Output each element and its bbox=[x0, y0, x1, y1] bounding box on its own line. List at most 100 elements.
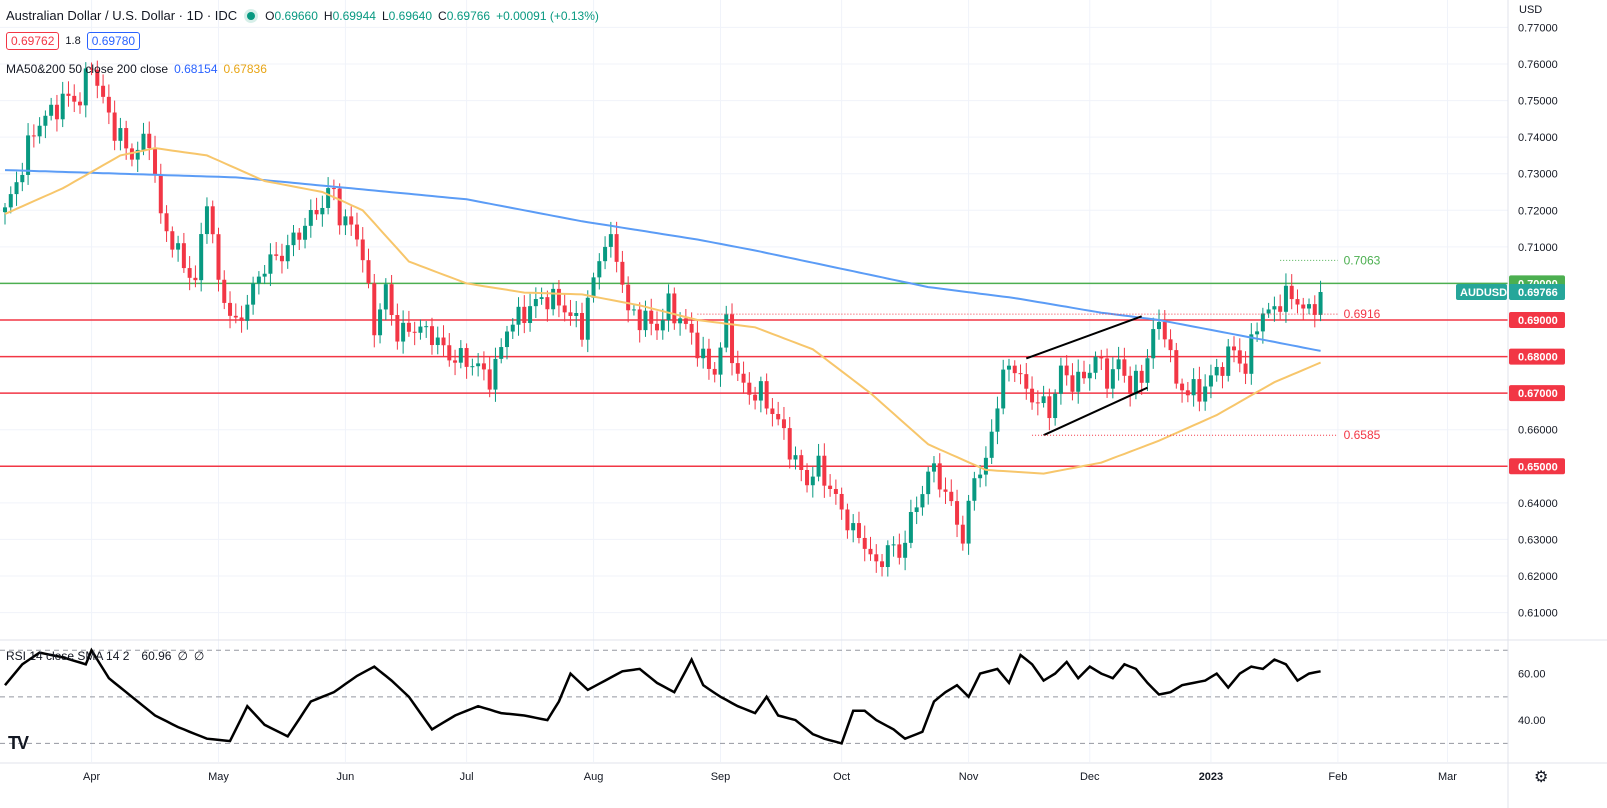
sell-button[interactable]: 0.69762 bbox=[6, 32, 60, 50]
x-tick-label: Jul bbox=[460, 771, 474, 783]
candle-body bbox=[1214, 366, 1219, 376]
candle-body bbox=[1081, 371, 1086, 379]
candle-body bbox=[395, 315, 400, 342]
ma200-value: 0.68154 bbox=[174, 62, 218, 76]
candle-body bbox=[643, 310, 648, 331]
candle-body bbox=[1151, 329, 1156, 359]
candle-body bbox=[931, 463, 936, 472]
candle-body bbox=[562, 305, 567, 313]
candle-body bbox=[1197, 379, 1202, 402]
buy-button[interactable]: 0.69780 bbox=[86, 32, 141, 50]
candlestick-series bbox=[3, 60, 1323, 577]
x-tick-label: Apr bbox=[83, 771, 100, 783]
y-tick-label: 0.63000 bbox=[1518, 534, 1558, 546]
candle-body bbox=[816, 455, 821, 477]
rsi-value: 60.96 bbox=[141, 649, 172, 663]
candle-body bbox=[1012, 365, 1017, 374]
drawings: 0.7063 0.6916 0.6585 bbox=[697, 253, 1381, 442]
candle-body bbox=[418, 326, 423, 333]
ma-indicator-label[interactable]: MA50&200 50 close 200 close bbox=[6, 62, 169, 76]
candle-body bbox=[608, 234, 613, 247]
ma50-value: 0.67836 bbox=[223, 62, 267, 76]
candle-body bbox=[666, 293, 671, 321]
x-tick-label: Sep bbox=[711, 771, 731, 783]
candle-body bbox=[8, 194, 13, 208]
candle-body bbox=[1232, 346, 1237, 351]
low-value: 0.69640 bbox=[388, 8, 433, 23]
candle-body bbox=[256, 276, 261, 284]
candle-body bbox=[181, 243, 186, 269]
change-value: +0.00091 (+0.13%) bbox=[496, 8, 599, 23]
x-tick-label: Feb bbox=[1328, 771, 1347, 783]
candle-body bbox=[545, 297, 550, 310]
x-tick-label: Aug bbox=[584, 771, 604, 783]
candle-body bbox=[153, 148, 158, 175]
candle-body bbox=[476, 363, 481, 367]
candle-body bbox=[118, 128, 123, 141]
candle-body bbox=[522, 306, 527, 324]
candle-body bbox=[597, 261, 602, 278]
rsi-pane bbox=[0, 639, 1607, 745]
candle-body bbox=[856, 523, 861, 538]
candle-body bbox=[303, 225, 308, 240]
gear-icon[interactable]: ⚙ bbox=[1534, 769, 1549, 786]
candle-body bbox=[372, 283, 377, 336]
candle-body bbox=[487, 369, 492, 390]
candle-body bbox=[1076, 371, 1081, 392]
candle-body bbox=[724, 314, 729, 348]
candle-body bbox=[776, 414, 781, 420]
candle-body bbox=[1318, 291, 1323, 315]
candle-body bbox=[193, 277, 198, 281]
candle-body bbox=[655, 323, 660, 331]
candle-body bbox=[54, 104, 59, 120]
candle-body bbox=[891, 544, 896, 546]
candle-body bbox=[983, 457, 988, 475]
candle-body bbox=[470, 366, 475, 368]
candle-body bbox=[1260, 313, 1265, 332]
candle-body bbox=[112, 112, 117, 141]
candle-body bbox=[1047, 396, 1052, 419]
candle-body bbox=[730, 314, 735, 364]
currency-selector[interactable]: USD bbox=[1519, 4, 1543, 16]
candle-body bbox=[366, 260, 371, 284]
symbol-title[interactable]: Australian Dollar / U.S. Dollar · 1D · I… bbox=[6, 8, 238, 23]
symbol-header-row: Australian Dollar / U.S. Dollar · 1D · I… bbox=[6, 8, 599, 23]
candle-body bbox=[683, 318, 688, 324]
candle-body bbox=[1157, 321, 1161, 330]
price-tag bbox=[1509, 385, 1565, 402]
annotation-label: 0.7063 bbox=[1344, 253, 1381, 267]
candle-body bbox=[158, 174, 163, 214]
candle-body bbox=[285, 245, 290, 262]
candle-body bbox=[914, 507, 919, 513]
candle-body bbox=[1295, 299, 1300, 305]
candle-body bbox=[885, 545, 890, 568]
ma200-line bbox=[4, 169, 1321, 352]
tradingview-logo[interactable]: TV bbox=[8, 733, 29, 753]
y-tick-label: 0.64000 bbox=[1518, 498, 1558, 510]
candle-body bbox=[637, 309, 642, 331]
candle-body bbox=[741, 373, 746, 383]
x-tick-label: Dec bbox=[1080, 771, 1100, 783]
low-label: L bbox=[381, 8, 389, 23]
candle-body bbox=[26, 135, 31, 175]
ma50-line bbox=[4, 147, 1321, 475]
candle-body bbox=[753, 394, 758, 401]
rsi-indicator-label[interactable]: RSI 14 close SMA 14 2 bbox=[6, 649, 130, 663]
candle-body bbox=[1278, 306, 1283, 312]
candle-body bbox=[949, 491, 954, 502]
candle-body bbox=[343, 216, 348, 226]
spread-value: 1.8 bbox=[65, 35, 81, 47]
x-tick-label: Oct bbox=[833, 771, 850, 783]
candle-body bbox=[510, 324, 515, 332]
candle-body bbox=[1006, 365, 1011, 370]
candle-body bbox=[331, 188, 336, 190]
candle-body bbox=[989, 431, 994, 458]
candle-body bbox=[1312, 304, 1317, 315]
candle-body bbox=[499, 347, 504, 359]
candle-body bbox=[66, 93, 71, 96]
high-label: H bbox=[323, 8, 333, 23]
candle-body bbox=[279, 255, 284, 262]
candle-body bbox=[551, 288, 556, 310]
candle-body bbox=[880, 561, 885, 568]
